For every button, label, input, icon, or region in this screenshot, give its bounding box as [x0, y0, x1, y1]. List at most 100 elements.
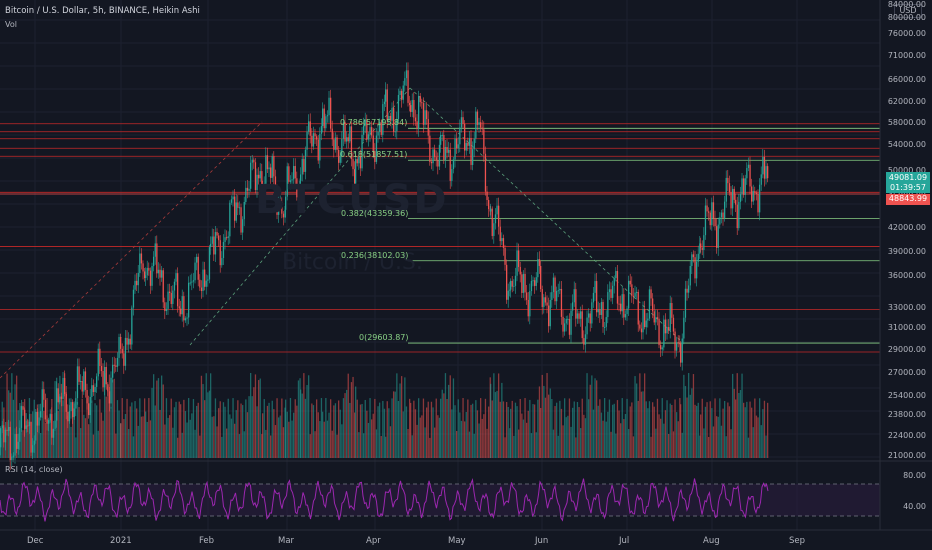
volume-bar [700, 414, 702, 458]
volume-bar [322, 411, 324, 458]
candle [164, 302, 166, 312]
volume-bar [706, 402, 708, 458]
volume-bar [709, 401, 711, 458]
volume-bar [175, 401, 177, 458]
volume-label[interactable]: Vol [5, 20, 17, 29]
candle [282, 213, 285, 218]
candle [105, 366, 107, 385]
rsi-label[interactable]: RSI (14, close) [5, 465, 63, 474]
volume-bar [438, 417, 441, 458]
volume-bar [364, 399, 366, 458]
candle [84, 371, 87, 390]
candle [219, 240, 221, 266]
candle [472, 149, 474, 165]
volume-bar [592, 409, 595, 458]
candle [449, 149, 451, 181]
candle [573, 289, 575, 303]
candle [597, 309, 599, 313]
candle [548, 305, 550, 327]
candle [720, 212, 723, 218]
volume-bar [396, 373, 398, 458]
candle [363, 125, 365, 135]
volume-bar [270, 435, 272, 458]
candle [510, 280, 512, 290]
currency-badge[interactable]: USD [894, 4, 922, 18]
volume-bar [363, 433, 365, 458]
volume-bar [404, 377, 406, 458]
volume-bar [496, 390, 498, 458]
time-axis-label: Aug [703, 536, 720, 546]
candle [578, 313, 580, 319]
candle [306, 131, 308, 150]
candle [205, 280, 207, 287]
candle [131, 307, 133, 345]
volume-bar [268, 402, 270, 458]
countdown-value: 01:39:57 [890, 183, 926, 192]
candle [334, 137, 337, 150]
candle [123, 353, 125, 366]
volume-bar [97, 430, 99, 458]
candle [688, 285, 690, 293]
candle [470, 138, 472, 165]
last-price-tag: 49081.09 01:39:57 [886, 172, 930, 193]
candle [137, 272, 139, 286]
symbol-title[interactable]: Bitcoin / U.S. Dollar, 5h, BINANCE, Heik… [5, 6, 200, 16]
volume-bar [664, 410, 667, 458]
candle [605, 317, 607, 327]
volume-bar [110, 406, 112, 458]
volume-bar [137, 425, 139, 458]
candle [184, 318, 187, 321]
candle [451, 169, 453, 181]
candle [669, 303, 671, 331]
candle [276, 192, 278, 215]
volume-bar [388, 408, 390, 458]
candle [686, 288, 688, 293]
candle [286, 166, 288, 197]
time-axis-label: Apr [366, 536, 381, 546]
volume-bar [254, 374, 257, 458]
candle [581, 311, 583, 339]
volume-bar [419, 417, 421, 458]
candle [393, 107, 395, 132]
volume-bar [202, 384, 204, 458]
volume-bar [24, 399, 26, 458]
price-axis-label: 84000.00 [887, 0, 926, 9]
volume-bar [446, 399, 448, 458]
candle [278, 203, 280, 215]
volume-bar [3, 407, 5, 458]
candle [747, 164, 750, 169]
volume-bar [208, 390, 211, 458]
volume-bar [142, 416, 144, 458]
candle [446, 146, 448, 153]
candle [405, 70, 408, 79]
volume-bar [89, 409, 91, 458]
candle [481, 127, 483, 130]
candle [728, 183, 731, 193]
candle [736, 204, 738, 229]
candle [214, 232, 217, 255]
volume-bar [623, 419, 625, 458]
candle [475, 111, 477, 139]
volume-bar [653, 406, 655, 458]
candle [151, 266, 153, 286]
candle [262, 186, 264, 190]
price-axis-label: 27000.00 [887, 368, 926, 377]
volume-bar [224, 406, 226, 458]
volume-bar [279, 415, 281, 458]
volume-bar [765, 435, 767, 458]
volume-bar [407, 428, 409, 458]
volume-bar [746, 401, 748, 458]
volume-bar [334, 403, 337, 458]
trend-line-red [0, 121, 263, 379]
volume-bar [278, 417, 280, 458]
candle [118, 337, 120, 358]
candle [473, 138, 475, 150]
volume-bar [218, 408, 220, 458]
volume-bar [591, 375, 593, 458]
candle [634, 292, 636, 297]
candle [591, 302, 593, 324]
candle [496, 205, 498, 215]
volume-bar [527, 410, 529, 458]
candle [507, 290, 509, 300]
